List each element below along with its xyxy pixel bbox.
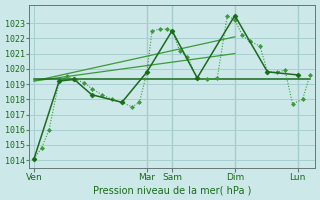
X-axis label: Pression niveau de la mer( hPa ): Pression niveau de la mer( hPa ) xyxy=(93,185,251,195)
